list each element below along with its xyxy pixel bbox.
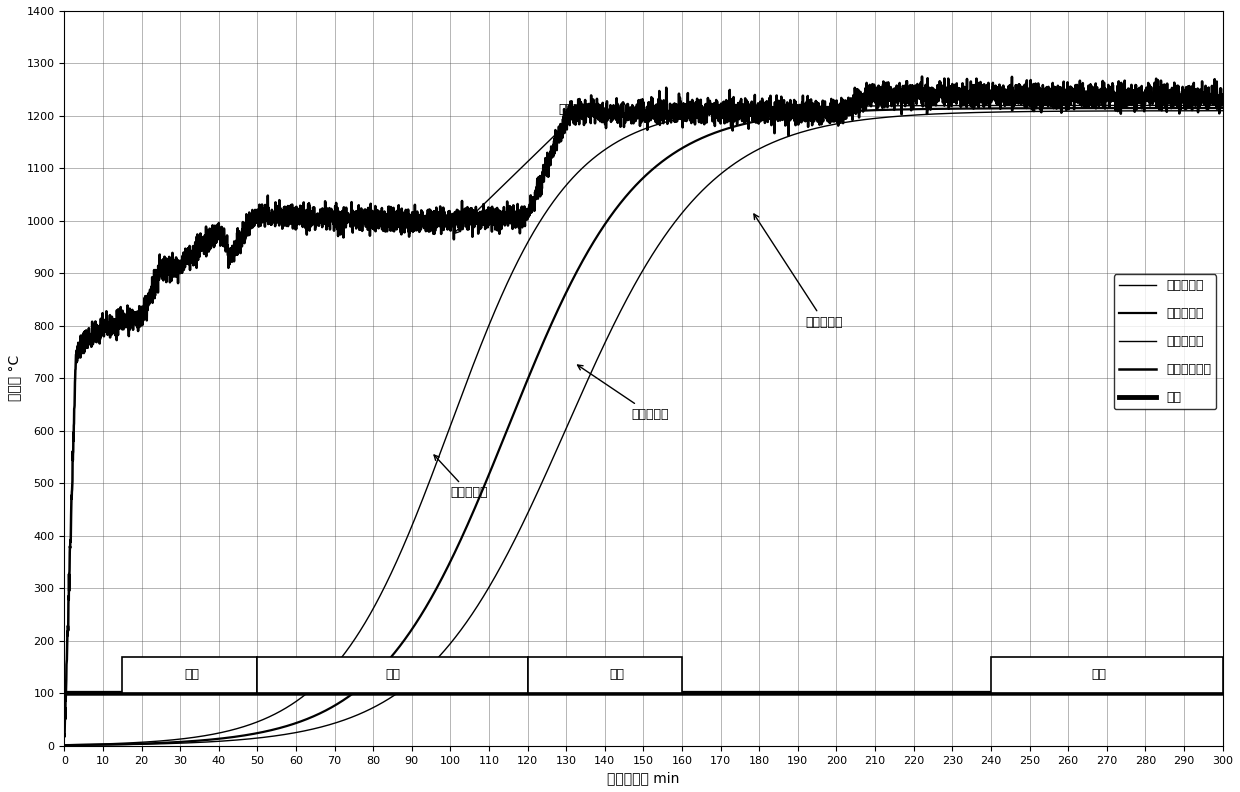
非轧机侧上 [1079,101,1094,110]
Bar [123,657,258,693]
位置 [331,688,346,698]
非轧机侧中 [71,741,86,750]
Text: 非轧机侧炉气: 非轧机侧炉气 [454,103,604,234]
非轧机侧炉气 [57,730,72,740]
Line: 非轧机侧中: 非轧机侧中 [64,108,1223,745]
非轧机侧中 [1199,103,1214,112]
非轧机侧中 [57,741,72,750]
非轧机侧下 [71,741,86,750]
非轧机侧上 [331,657,346,666]
非轧机侧上 [1215,101,1230,110]
Bar [991,657,1223,693]
非轧机侧炉气 [1080,97,1095,106]
位置 [928,688,942,698]
Text: 非轧机侧下: 非轧机侧下 [578,365,670,421]
非轧机侧上 [57,740,72,749]
非轧机侧中 [1079,104,1094,113]
Text: 预热: 预热 [185,668,200,681]
Text: 非轧机侧中: 非轧机侧中 [434,455,487,500]
非轧机侧下 [1215,106,1230,116]
Bar [528,657,682,693]
Bar [258,657,528,693]
非轧机侧炉气 [928,90,942,100]
非轧机侧下 [1199,106,1214,116]
非轧机侧炉气 [57,732,72,741]
非轧机侧炉气 [580,111,595,120]
非轧机侧炉气 [1215,101,1230,110]
非轧机侧中 [331,699,346,708]
非轧机侧炉气 [71,345,86,354]
Text: 非轧机侧上: 非轧机侧上 [754,214,843,329]
位置 [71,688,86,698]
非轧机侧下 [1079,106,1094,116]
Text: 一加: 一加 [384,668,401,681]
非轧机侧上 [71,740,86,749]
非轧机侧中 [580,246,595,256]
Text: 二加: 二加 [609,668,624,681]
非轧机侧下 [580,375,595,384]
Line: 非轧机侧下: 非轧机侧下 [64,111,1223,745]
非轧机侧炉气 [331,221,346,230]
非轧机侧中 [928,104,942,113]
非轧机侧上 [928,101,942,110]
非轧机侧炉气 [1199,104,1214,113]
Text: 均热: 均热 [1091,668,1106,681]
非轧机侧中 [1215,103,1230,112]
非轧机侧上 [1199,101,1214,110]
位置 [1199,688,1214,698]
非轧机侧下 [57,741,72,750]
Y-axis label: 温度， °C: 温度， °C [7,356,21,402]
位置 [1215,688,1230,698]
非轧机侧下 [331,718,346,727]
非轧机侧炉气 [915,72,930,82]
位置 [1079,688,1094,698]
Line: 非轧机侧上: 非轧机侧上 [64,105,1223,744]
Line: 非轧机侧炉气: 非轧机侧炉气 [64,77,1223,737]
非轧机侧下 [928,109,942,119]
位置 [57,688,72,698]
位置 [580,688,595,698]
X-axis label: 在炉时间， min: 在炉时间， min [608,771,680,785]
非轧机侧上 [580,158,595,168]
Legend: 非轧机侧下, 非轧机侧中, 非轧机侧上, 非轧机侧炉气, 位置: 非轧机侧下, 非轧机侧中, 非轧机侧上, 非轧机侧炉气, 位置 [1114,274,1216,409]
